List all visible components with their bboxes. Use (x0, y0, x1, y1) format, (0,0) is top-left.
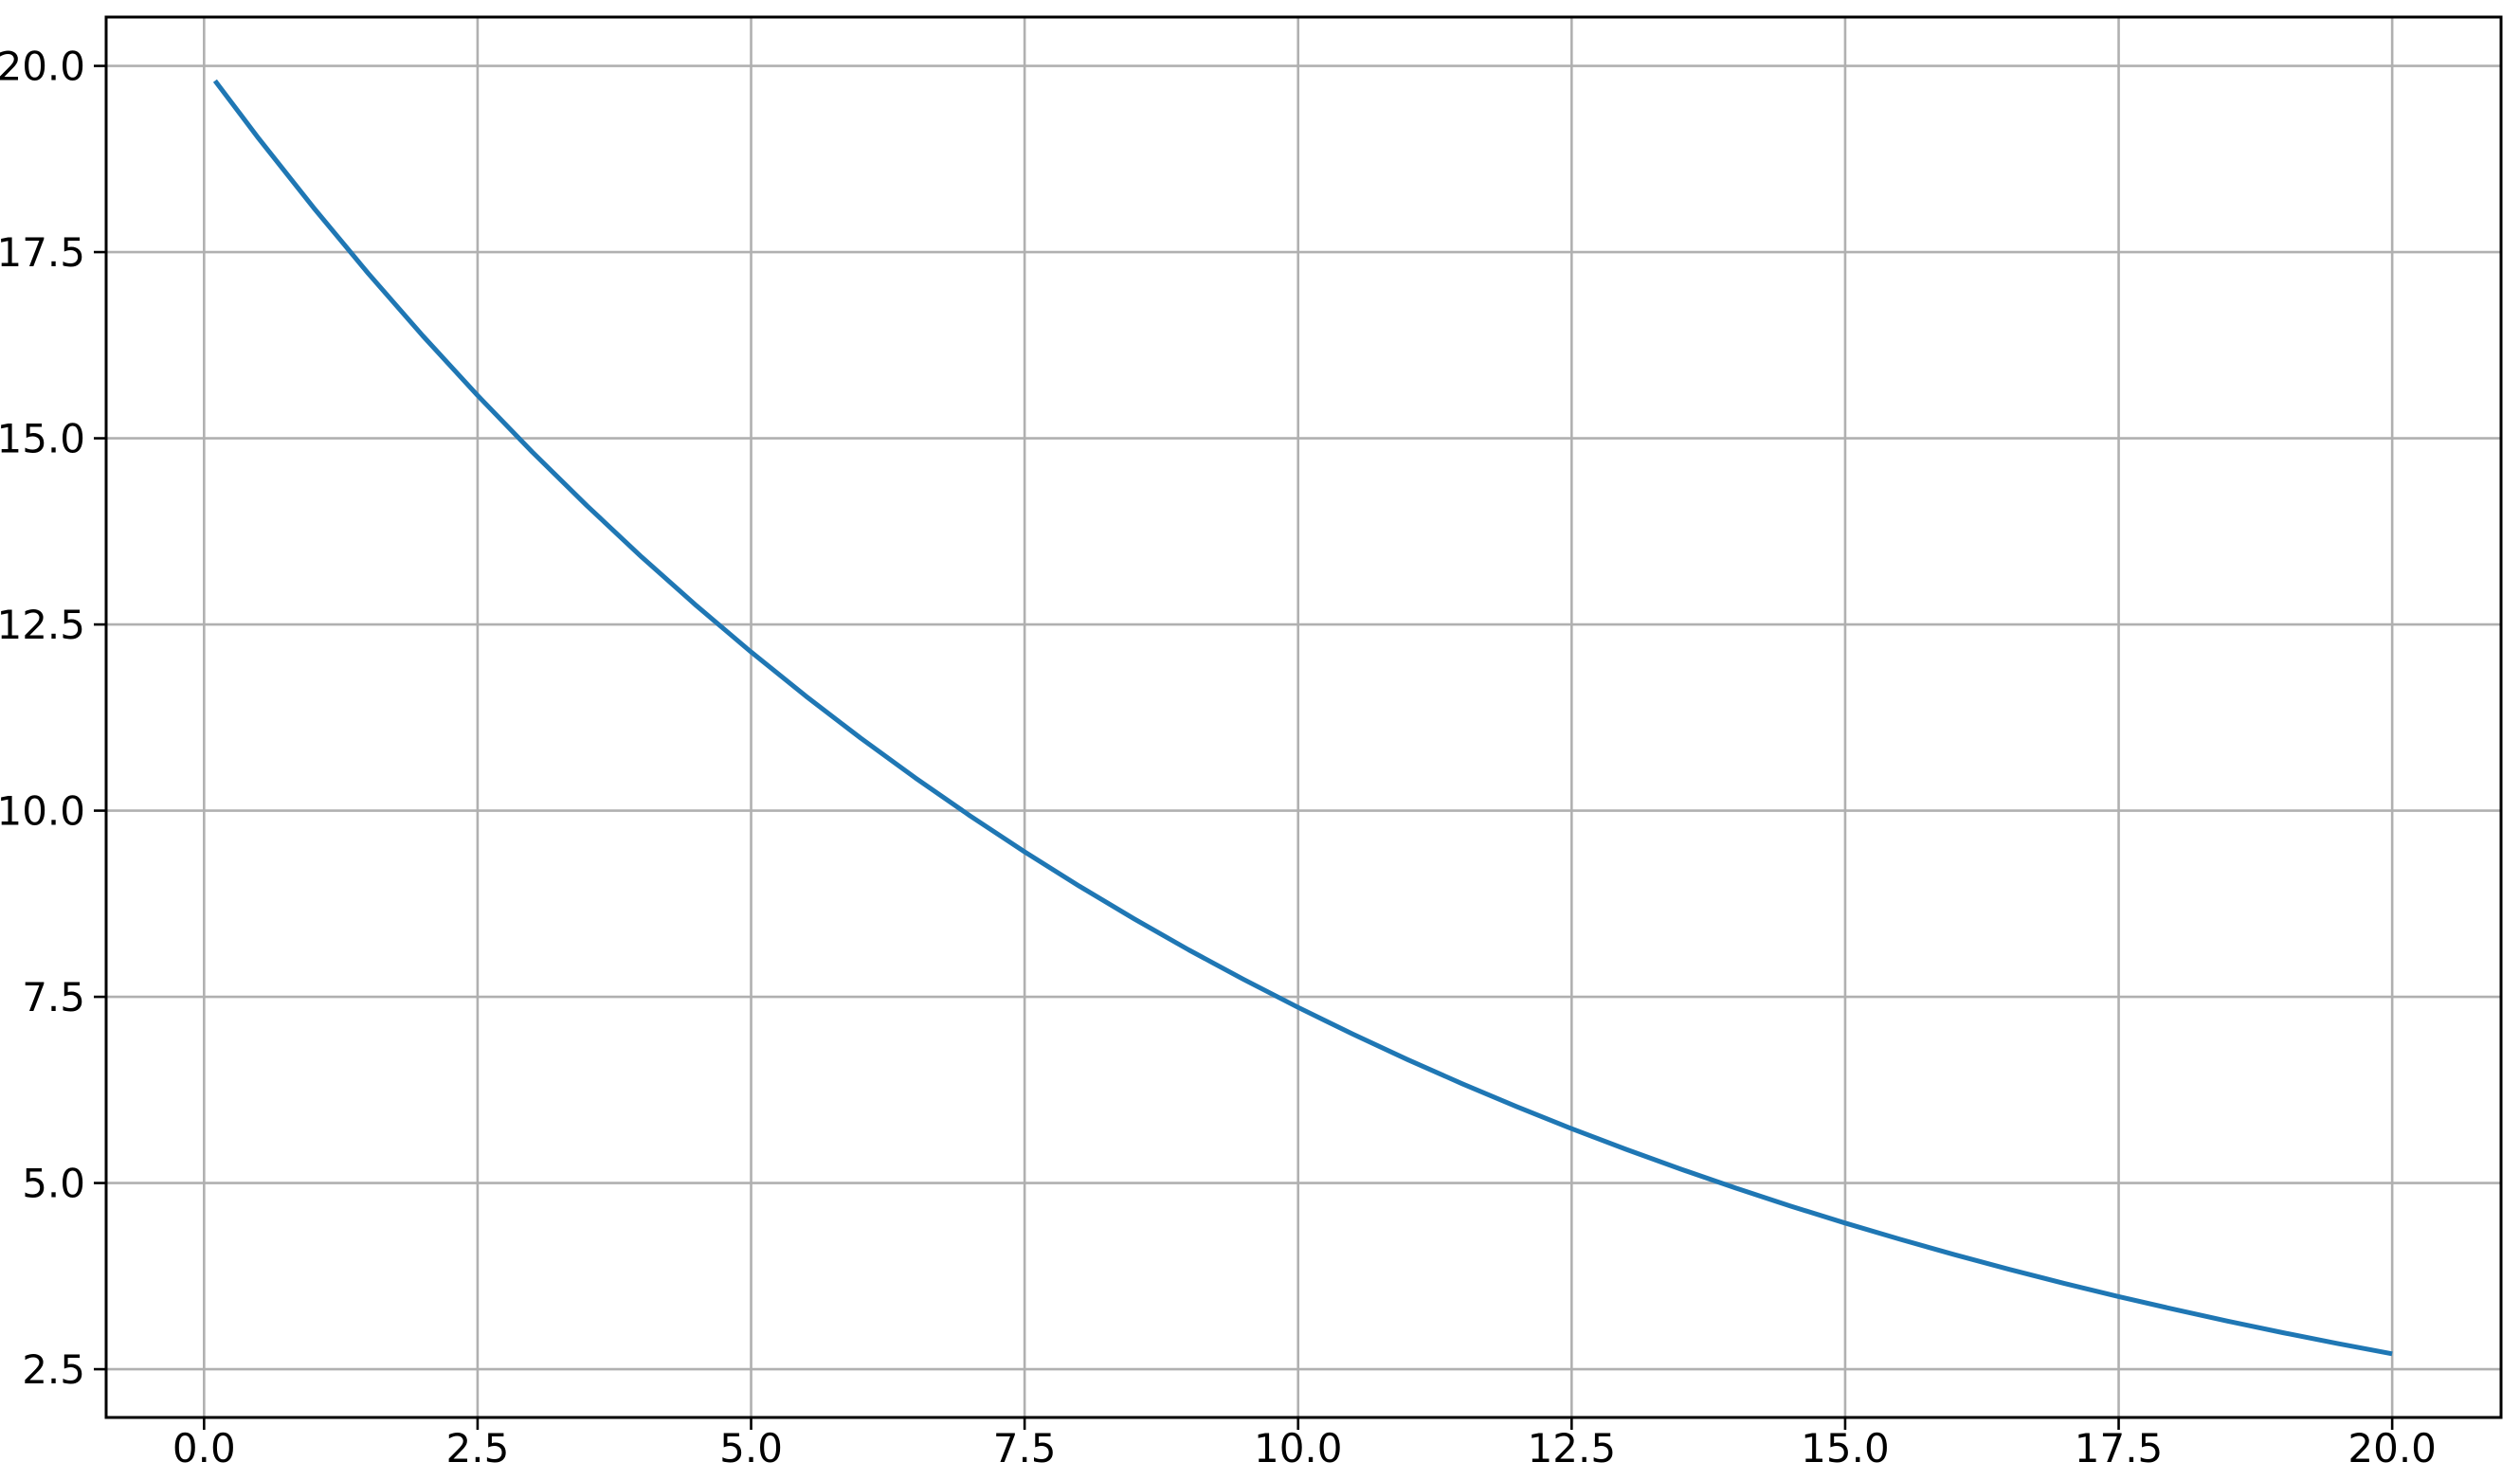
x-tick-label: 15.0 (1801, 1425, 1890, 1471)
y-tick-label: 20.0 (0, 44, 85, 90)
y-tick-label: 5.0 (22, 1161, 85, 1207)
y-tick-label: 2.5 (22, 1346, 85, 1393)
y-tick-label: 12.5 (0, 602, 85, 648)
y-tick-label: 15.0 (0, 416, 85, 462)
x-tick-label: 2.5 (446, 1425, 510, 1471)
x-tick-label: 5.0 (719, 1425, 783, 1471)
x-tick-label: 10.0 (1254, 1425, 1343, 1471)
y-tick-label: 10.0 (0, 788, 85, 835)
x-tick-label: 12.5 (1528, 1425, 1617, 1471)
x-tick-label: 7.5 (993, 1425, 1057, 1471)
y-tick-label: 17.5 (0, 229, 85, 276)
x-tick-label: 0.0 (172, 1425, 236, 1471)
axes-spines (104, 15, 2503, 1419)
data-series-line (212, 79, 2393, 1357)
x-tick-label: 20.0 (2348, 1425, 2437, 1471)
y-tick-label: 7.5 (22, 974, 85, 1020)
x-tick-label: 17.5 (2075, 1425, 2164, 1471)
